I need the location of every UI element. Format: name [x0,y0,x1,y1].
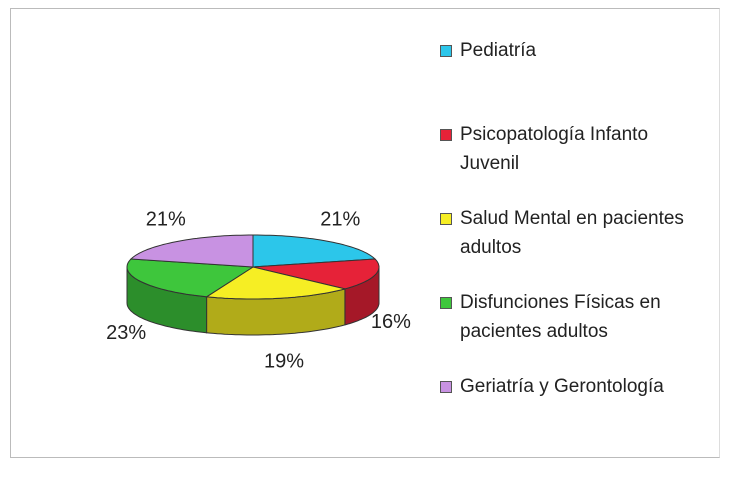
legend-swatch [440,129,452,141]
data-label: 21% [320,208,360,230]
chart-frame [10,8,720,458]
legend-label: Salud Mental en pacientes adultos [460,208,684,258]
pie-slice [126,258,255,298]
legend-swatch [440,45,452,57]
pie-slice [252,258,380,290]
data-label: 16% [371,311,411,333]
legend-item: Psicopatología Infanto Juvenil [440,120,710,178]
legend-swatch [440,297,452,309]
pie-slice [252,234,377,268]
legend-label: Pediatría [460,40,537,61]
legend-swatch [440,381,452,393]
legend-label: Disfunciones Físicas en pacientes adulto… [460,292,661,342]
data-label: 21% [146,208,186,230]
legend-swatch [440,213,452,225]
legend-label: Geriatría y Gerontología [460,376,664,397]
legend-item: Geriatría y Gerontología [440,372,710,401]
data-label: 19% [264,350,304,372]
legend-item: Pediatría [440,36,710,65]
legend-item: Salud Mental en pacientes adultos [440,204,710,262]
legend-label: Psicopatología Infanto Juvenil [460,124,649,174]
pie-slice [129,234,254,268]
legend-item: Disfunciones Físicas en pacientes adulto… [440,288,710,346]
data-label: 23% [106,322,146,344]
